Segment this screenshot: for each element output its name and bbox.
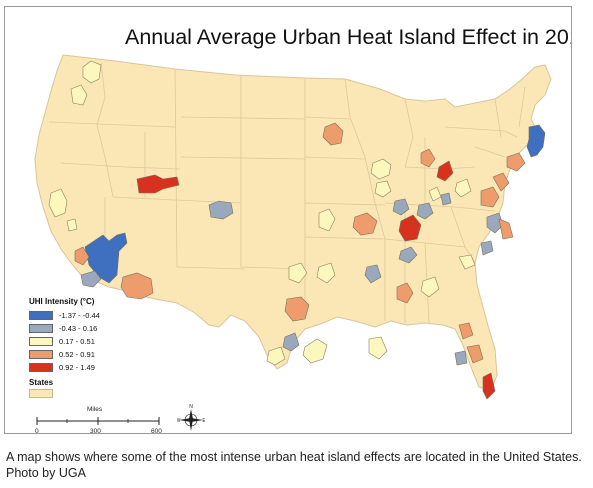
legend-swatch xyxy=(29,350,53,359)
scale-bar: Miles 0 300 600 xyxy=(35,406,165,434)
legend-label: -1.37 - -0.44 xyxy=(59,311,100,320)
scale-title: Miles xyxy=(87,406,103,413)
uhi-cities-class-2 xyxy=(80,192,504,366)
legend-item: -0.43 - 0.16 xyxy=(29,322,100,335)
scale-bar-graphic xyxy=(36,417,160,425)
uhi-cities-class-5 xyxy=(136,160,496,400)
legend-label: -0.43 - 0.16 xyxy=(59,324,98,333)
compass-w: W xyxy=(177,418,181,424)
uhi-cities-class-4 xyxy=(74,122,526,364)
us-states-outline xyxy=(34,54,552,392)
states-swatch xyxy=(29,389,53,398)
legend-swatch xyxy=(29,337,53,346)
map-title: Annual Average Urban Heat Island Effect … xyxy=(125,25,572,49)
city-salt-lake xyxy=(136,174,180,194)
legend-item: 0.92 - 1.49 xyxy=(29,361,100,374)
compass-n: N xyxy=(189,404,193,410)
legend-swatch xyxy=(29,363,53,372)
legend-item: 0.52 - 0.91 xyxy=(29,348,100,361)
city-boston xyxy=(526,124,546,158)
legend-swatch xyxy=(29,324,53,333)
uhi-cities-class-1 xyxy=(84,124,546,284)
scale-tick: 300 xyxy=(90,428,101,434)
legend: UHI Intensity (°C) -1.37 - -0.44 -0.43 -… xyxy=(29,297,100,398)
compass-rose: N S E W xyxy=(176,403,206,434)
legend-label: 0.52 - 0.91 xyxy=(59,350,95,359)
uhi-cities-class-3 xyxy=(48,60,476,366)
compass-icon: N S E W xyxy=(176,404,206,434)
us-map xyxy=(34,54,552,400)
map-figure: Annual Average Urban Heat Island Effect … xyxy=(4,6,572,434)
photo-caption: A map shows where some of the most inten… xyxy=(6,450,582,480)
scale-tick: 0 xyxy=(35,428,39,434)
scale-tick: 600 xyxy=(151,428,162,434)
states-legend-title: States xyxy=(29,378,54,387)
legend-title: UHI Intensity (°C) xyxy=(29,297,95,306)
legend-item: -1.37 - -0.44 xyxy=(29,309,100,322)
compass-s: S xyxy=(189,433,193,434)
compass-e: E xyxy=(202,418,205,424)
legend-label: 0.17 - 0.51 xyxy=(59,337,95,346)
legend-label: 0.92 - 1.49 xyxy=(59,363,95,372)
legend-swatch xyxy=(29,311,53,320)
legend-item: 0.17 - 0.51 xyxy=(29,335,100,348)
